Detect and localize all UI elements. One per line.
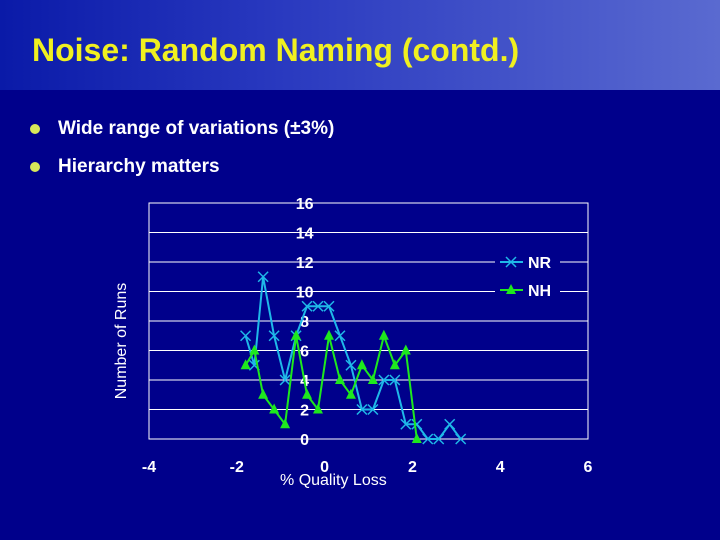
legend-label: NR — [528, 255, 552, 272]
data-point-nr — [378, 374, 390, 386]
data-point-nr — [389, 374, 401, 386]
data-point-nr — [367, 403, 379, 416]
data-point-nh — [249, 344, 260, 355]
x-tick-label: 2 — [408, 459, 417, 476]
y-tick-label: 14 — [296, 226, 314, 243]
data-point-nr — [312, 300, 324, 312]
y-tick-label: 12 — [296, 255, 314, 272]
y-tick-label: 16 — [296, 196, 314, 213]
y-tick-label: 8 — [300, 314, 309, 331]
bullet-dot-icon — [30, 162, 40, 172]
data-point-nr — [422, 433, 434, 445]
data-point-nh — [356, 359, 367, 370]
data-point-nh — [400, 344, 411, 355]
data-point-nh — [291, 329, 302, 340]
data-point-nr — [444, 418, 456, 430]
data-point-nh — [302, 388, 313, 399]
x-tick-label: -2 — [230, 459, 244, 476]
data-point-nh — [378, 329, 389, 340]
x-tick-label: 4 — [496, 459, 505, 476]
legend-label: NH — [528, 283, 551, 300]
data-point-nh — [411, 433, 422, 443]
data-point-nh — [240, 359, 251, 370]
data-point-nr — [345, 359, 357, 371]
bullet-item: Wide range of variations (±3%) — [30, 114, 334, 144]
data-point-nh — [389, 359, 400, 370]
data-point-nh — [258, 388, 269, 399]
data-point-nh — [269, 403, 280, 414]
y-tick-label: 2 — [300, 403, 309, 420]
y-axis-label: Number of Runs — [113, 283, 130, 400]
data-point-nr — [323, 300, 335, 312]
bullet-text: Wide range of variations (±3%) — [58, 118, 335, 139]
bullet-text: Hierarchy matters — [58, 156, 220, 177]
data-point-nr — [411, 418, 423, 430]
data-point-nr — [279, 374, 291, 386]
bullet-item: Hierarchy matters — [30, 152, 220, 182]
data-point-nh — [334, 374, 345, 384]
y-tick-label: 0 — [300, 432, 309, 449]
legend-marker — [506, 284, 516, 294]
bullet-dot-icon — [30, 124, 40, 134]
slide-title: Noise: Random Naming (contd.) — [32, 32, 520, 68]
data-point-nh — [313, 403, 324, 414]
data-point-nr — [301, 300, 313, 312]
data-point-nr — [400, 418, 412, 430]
x-tick-label: 6 — [584, 459, 593, 476]
title-bar — [0, 0, 720, 90]
data-point-nr — [356, 403, 368, 416]
data-point-nh — [345, 388, 356, 399]
legend-marker — [505, 256, 517, 268]
data-point-nr — [455, 433, 467, 445]
data-point-nh — [367, 374, 378, 384]
data-point-nh — [280, 418, 291, 429]
data-point-nh — [323, 329, 334, 340]
y-tick-label: 10 — [296, 285, 314, 302]
data-point-nr — [433, 433, 445, 445]
data-point-nr — [257, 271, 269, 283]
x-tick-label: 0 — [320, 459, 329, 476]
data-point-nr — [334, 330, 346, 342]
x-tick-label: -4 — [142, 459, 156, 476]
data-point-nr — [240, 330, 252, 342]
data-point-nr — [268, 330, 280, 342]
x-axis-label: % Quality Loss — [280, 472, 387, 489]
y-tick-label: 6 — [300, 344, 309, 361]
